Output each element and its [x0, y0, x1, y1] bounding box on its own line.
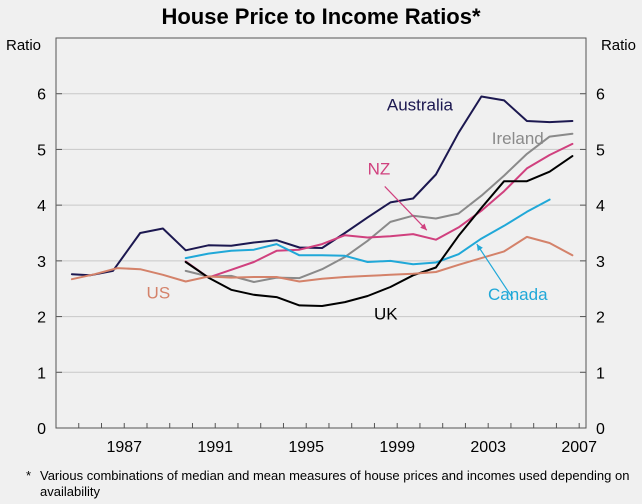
y-tick-label-left: 3 [37, 254, 46, 271]
series-line-canada [184, 198, 551, 266]
series-line-ireland [184, 132, 574, 283]
x-tick-label: 1987 [106, 439, 142, 456]
annotation-arrow-canada [476, 243, 514, 299]
series-label-uk: UK [374, 304, 398, 323]
axis-ticks: 0 0 1 1 2 2 3 3 4 4 5 5 6 6 1987 1991 1995 1999 2003 2007 [37, 87, 605, 456]
y-tick-label-right: 5 [596, 142, 605, 159]
x-tick-label: 2007 [561, 439, 597, 456]
series-label-nz: NZ [368, 160, 391, 179]
gridlines [56, 93, 586, 373]
series-line-nz [184, 142, 574, 279]
y-axis-label-right: Ratio [601, 37, 636, 54]
footnote-marker: * [26, 468, 32, 483]
y-tick-label-right: 6 [596, 87, 605, 104]
series-group [70, 95, 574, 307]
y-tick-label-left: 1 [37, 365, 46, 382]
series-label-australia: Australia [387, 95, 454, 114]
series-line-uk [184, 155, 574, 307]
chart-title: House Price to Income Ratios* [161, 4, 481, 29]
y-axis-label-left: Ratio [6, 37, 41, 54]
x-tick-label: 1991 [197, 439, 233, 456]
x-tick-label: 1995 [288, 439, 324, 456]
annotations-group: Australia Ireland NZ Canada UK US [147, 95, 549, 323]
y-tick-label-left: 4 [37, 198, 46, 215]
y-tick-label-right: 0 [596, 421, 605, 438]
series-label-us: US [147, 284, 171, 303]
annotation-arrow-nz [384, 186, 428, 231]
series-label-ireland: Ireland [492, 129, 544, 148]
y-tick-label-right: 4 [596, 198, 605, 215]
y-tick-label-right: 3 [596, 254, 605, 271]
y-tick-label-left: 2 [37, 310, 46, 327]
plot-frame [55, 37, 587, 429]
footnote: * Various combinations of median and mea… [26, 468, 630, 500]
footnote-text: Various combinations of median and mean … [40, 468, 630, 499]
y-tick-label-right: 1 [596, 365, 605, 382]
series-label-canada: Canada [488, 285, 548, 304]
x-tick-label: 1999 [379, 439, 415, 456]
x-tick-label: 2003 [470, 439, 506, 456]
series-line-australia [70, 95, 574, 277]
series-line-us [70, 235, 574, 283]
annotation-arrowhead-canada [476, 244, 483, 252]
y-tick-label-right: 2 [596, 310, 605, 327]
y-tick-label-left: 0 [37, 421, 46, 438]
y-tick-label-left: 6 [37, 87, 46, 104]
annotation-arrowhead-nz [420, 223, 427, 231]
y-tick-label-left: 5 [37, 142, 46, 159]
